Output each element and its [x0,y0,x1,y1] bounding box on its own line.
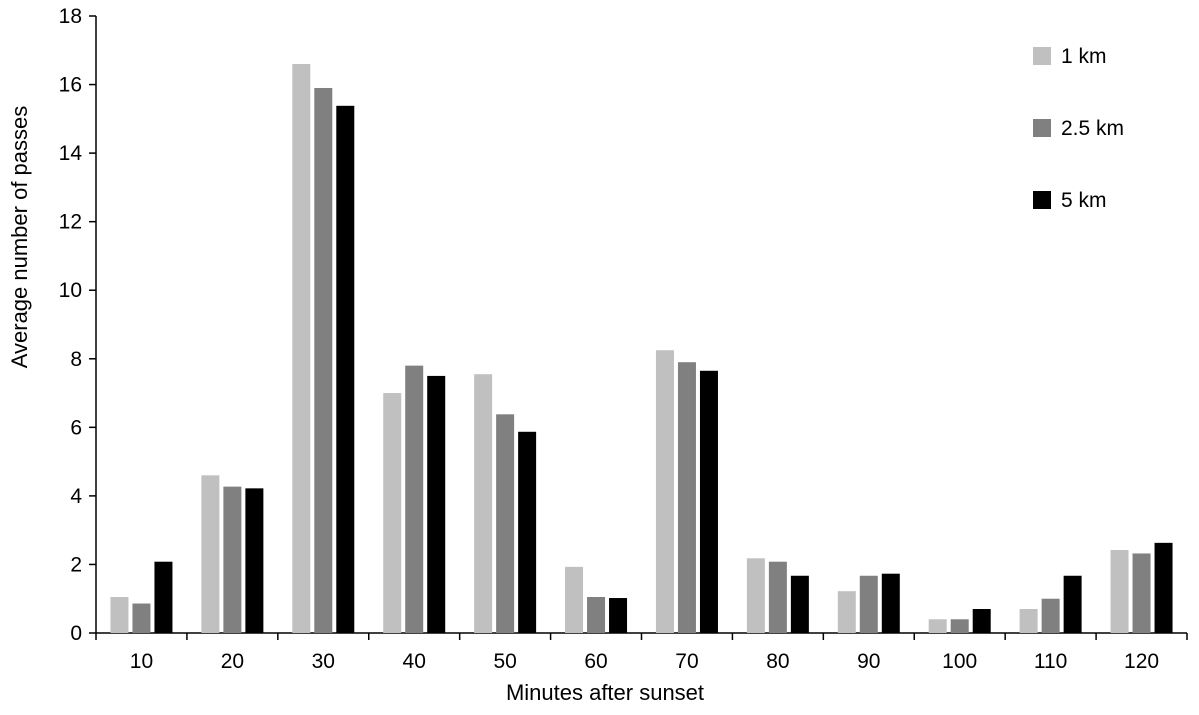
y-tick-label: 18 [59,5,82,28]
bar [1041,598,1060,633]
x-tick-label: 110 [1034,650,1067,673]
bar [677,362,696,633]
x-tick-label: 30 [312,650,335,673]
legend-label: 2.5 km [1061,117,1124,140]
legend-swatch [1033,191,1051,209]
bar [474,374,493,633]
bar [336,105,355,633]
x-tick-label: 100 [942,650,977,673]
bar [837,591,856,633]
x-tick-label: 50 [493,650,516,673]
bar [110,597,129,633]
bar [201,475,220,633]
bar [972,609,991,633]
y-tick-label: 8 [70,348,82,371]
bar [699,370,718,633]
legend-label: 5 km [1061,189,1107,212]
legend-swatch [1033,47,1051,65]
y-axis: 0 2 4 6 8 10 12 14 16 18 [59,5,97,645]
legend: 1 km 2.5 km 5 km [1033,45,1124,212]
legend-label: 1 km [1061,45,1107,68]
x-tick-label: 40 [403,650,426,673]
y-tick-label: 14 [59,142,83,165]
bar [950,619,969,633]
bar [427,375,446,633]
x-tick-label: 10 [130,650,153,673]
bar [1132,553,1151,633]
bar [405,365,424,633]
x-axis-label: Minutes after sunset [506,680,704,705]
bar [565,566,584,633]
x-axis: 10 20 30 40 50 60 70 80 90 100 110 120 [95,632,1188,673]
bar [790,575,809,633]
x-tick-label: 120 [1124,650,1159,673]
bar [154,561,173,633]
bar [609,598,628,633]
bar [746,558,765,633]
bar [859,575,878,633]
bar [655,350,674,633]
bar [587,597,606,633]
bar [132,603,151,633]
y-tick-label: 6 [70,416,82,439]
legend-swatch [1033,119,1051,137]
bar [223,486,242,633]
y-tick-label: 10 [59,279,82,302]
bars [110,63,1173,633]
y-tick-label: 0 [70,622,82,645]
y-tick-label: 12 [59,211,82,234]
bar [383,393,402,633]
bar [881,573,900,633]
bar [1063,575,1082,633]
bar [928,619,947,633]
x-tick-label: 20 [221,650,244,673]
y-tick-label: 16 [59,74,82,97]
x-tick-label: 80 [766,650,789,673]
bar [1110,550,1129,633]
y-tick-label: 4 [70,485,82,508]
bar [314,87,333,633]
bar [1019,609,1038,633]
bar [496,414,515,633]
bar [1154,542,1173,633]
y-tick-label: 2 [70,553,82,576]
bar [518,431,537,633]
bar [768,561,787,633]
x-tick-label: 90 [857,650,880,673]
y-axis-label: Average number of passes [7,106,32,369]
x-tick-label: 60 [584,650,607,673]
bar [292,63,311,633]
bar [245,488,264,633]
x-tick-label: 70 [675,650,698,673]
